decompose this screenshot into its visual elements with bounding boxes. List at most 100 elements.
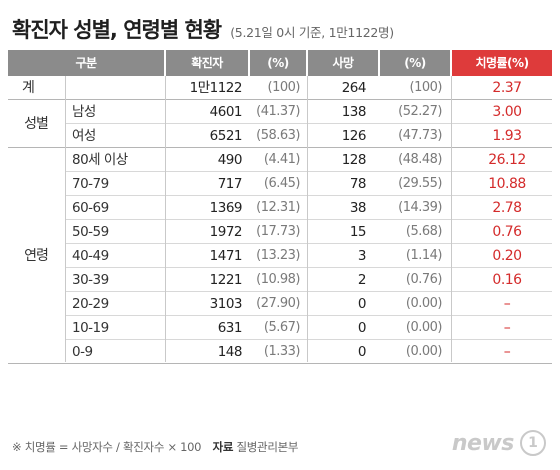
cell-deaths-pct: (1.14) — [405, 248, 443, 263]
cell-deaths-pct: (0.76) — [405, 272, 443, 287]
cell-cases-pct: (13.23) — [256, 248, 300, 263]
cell-fatality: 2.37 — [492, 80, 522, 96]
cell-fatality: – — [503, 344, 511, 360]
cell-subgroup: 남성 — [72, 104, 96, 120]
cell-cases: 148 — [217, 344, 243, 360]
cell-deaths-pct: (48.48) — [398, 152, 442, 167]
title-row: 확진자 성별, 연령별 현황 (5.21일 0시 기준, 1만1122명) — [12, 14, 394, 44]
news1-logo: news 1 — [452, 430, 546, 460]
cell-deaths-pct: (52.27) — [398, 104, 442, 119]
cell-deaths: 78 — [349, 176, 367, 192]
table-row-age-60-69: 60-69 1369 (12.31) 38 (14.39) 2.78 — [8, 196, 552, 220]
cell-deaths: 15 — [349, 224, 367, 240]
table-row-age-40-49: 40-49 1471 (13.23) 3 (1.14) 0.20 — [8, 244, 552, 268]
cell-cases-pct: (100) — [267, 80, 301, 95]
cell-fatality: 2.78 — [492, 200, 522, 216]
cell-group-age: 연령 — [24, 248, 49, 264]
cell-deaths-pct: (47.73) — [398, 128, 442, 143]
table-row-male: 남성 4601 (41.37) 138 (52.27) 3.00 — [8, 100, 552, 124]
row-divider — [66, 171, 552, 172]
cell-fatality: – — [503, 320, 511, 336]
cell-subgroup: 10-19 — [72, 320, 109, 336]
cell-cases: 717 — [217, 176, 243, 192]
source-label: 자료 — [212, 440, 234, 454]
cell-deaths-pct: (14.39) — [398, 200, 442, 215]
row-divider — [66, 123, 552, 124]
cell-fatality: 0.76 — [492, 224, 522, 240]
row-divider — [66, 243, 552, 244]
cell-subgroup: 30-39 — [72, 272, 109, 288]
cell-deaths-pct: (0.00) — [405, 296, 443, 311]
cell-cases: 1471 — [209, 248, 243, 264]
row-divider — [66, 315, 552, 316]
cell-subgroup: 0-9 — [72, 344, 93, 360]
table-row-age-0-9: 0-9 148 (1.33) 0 (0.00) – — [8, 340, 552, 364]
cell-cases-pct: (12.31) — [256, 200, 300, 215]
cell-cases: 490 — [217, 152, 243, 168]
header-cases: 확진자 — [166, 50, 248, 76]
cell-cases-pct: (58.63) — [256, 128, 300, 143]
table-row-total: 계 1만1122 (100) 264 (100) 2.37 — [8, 76, 552, 100]
table-row-age-80plus: 80세 이상 490 (4.41) 128 (48.48) 26.12 — [8, 148, 552, 172]
cell-cases: 3103 — [209, 296, 243, 312]
cell-fatality: – — [503, 296, 511, 312]
cell-subgroup: 80세 이상 — [72, 152, 128, 168]
cell-cases-pct: (5.67) — [263, 320, 301, 335]
cell-cases: 1만1122 — [189, 80, 243, 96]
cell-cases: 1972 — [209, 224, 243, 240]
page-title: 확진자 성별, 연령별 현황 — [12, 18, 222, 42]
row-divider — [66, 195, 552, 196]
header-fatality: 치명률(%) — [452, 50, 552, 76]
table-row-age-70-79: 70-79 717 (6.45) 78 (29.55) 10.88 — [8, 172, 552, 196]
cell-deaths-pct: (0.00) — [405, 344, 443, 359]
cell-fatality: 26.12 — [488, 152, 526, 168]
table-row-female: 여성 6521 (58.63) 126 (47.73) 1.93 — [8, 124, 552, 148]
cell-cases-pct: (10.98) — [256, 272, 300, 287]
footnote: ※ 치명률 = 사망자수 / 확진자수 × 100 자료 질병관리본부 — [12, 439, 298, 455]
cell-subgroup: 60-69 — [72, 200, 109, 216]
cell-cases-pct: (17.73) — [256, 224, 300, 239]
cell-deaths: 126 — [341, 128, 367, 144]
table-row-age-10-19: 10-19 631 (5.67) 0 (0.00) – — [8, 316, 552, 340]
cell-fatality: 0.16 — [492, 272, 522, 288]
cell-cases: 6521 — [209, 128, 243, 144]
cell-subgroup: 여성 — [72, 128, 96, 144]
cell-fatality: 10.88 — [488, 176, 526, 192]
cell-group-gender: 성별 — [24, 116, 49, 132]
row-divider — [66, 291, 552, 292]
cell-deaths-pct: (5.68) — [405, 224, 443, 239]
row-divider — [8, 99, 552, 100]
cell-deaths: 264 — [341, 80, 367, 96]
cell-cases: 631 — [217, 320, 243, 336]
cell-subgroup: 20-29 — [72, 296, 109, 312]
cell-deaths: 0 — [357, 296, 367, 312]
cell-deaths-pct: (0.00) — [405, 320, 443, 335]
page-subtitle: (5.21일 0시 기준, 1만1122명) — [230, 25, 394, 40]
cell-deaths: 0 — [357, 344, 367, 360]
cell-subgroup: 40-49 — [72, 248, 109, 264]
table-header: 구분 확진자 (%) 사망 (%) 치명률(%) — [8, 50, 552, 76]
cell-cases: 4601 — [209, 104, 243, 120]
table-row-age-30-39: 30-39 1221 (10.98) 2 (0.76) 0.16 — [8, 268, 552, 292]
column-divider — [65, 76, 66, 362]
table-row-age-50-59: 50-59 1972 (17.73) 15 (5.68) 0.76 — [8, 220, 552, 244]
cell-subgroup: 50-59 — [72, 224, 109, 240]
cell-deaths-pct: (100) — [409, 80, 443, 95]
cell-cases-pct: (1.33) — [263, 344, 301, 359]
cell-cases: 1369 — [209, 200, 243, 216]
source-name: 질병관리본부 — [236, 440, 299, 454]
cell-deaths-pct: (29.55) — [398, 176, 442, 191]
cell-fatality: 3.00 — [492, 104, 522, 120]
row-divider — [66, 219, 552, 220]
cell-cases-pct: (4.41) — [263, 152, 301, 167]
cell-cases-pct: (27.90) — [256, 296, 300, 311]
column-divider — [451, 76, 452, 362]
cell-cases: 1221 — [209, 272, 243, 288]
column-divider — [165, 76, 166, 362]
header-cases-pct: (%) — [250, 50, 306, 76]
cell-subgroup: 70-79 — [72, 176, 109, 192]
row-divider — [66, 339, 552, 340]
cell-deaths: 2 — [357, 272, 367, 288]
row-divider — [8, 363, 552, 364]
row-divider — [66, 267, 552, 268]
